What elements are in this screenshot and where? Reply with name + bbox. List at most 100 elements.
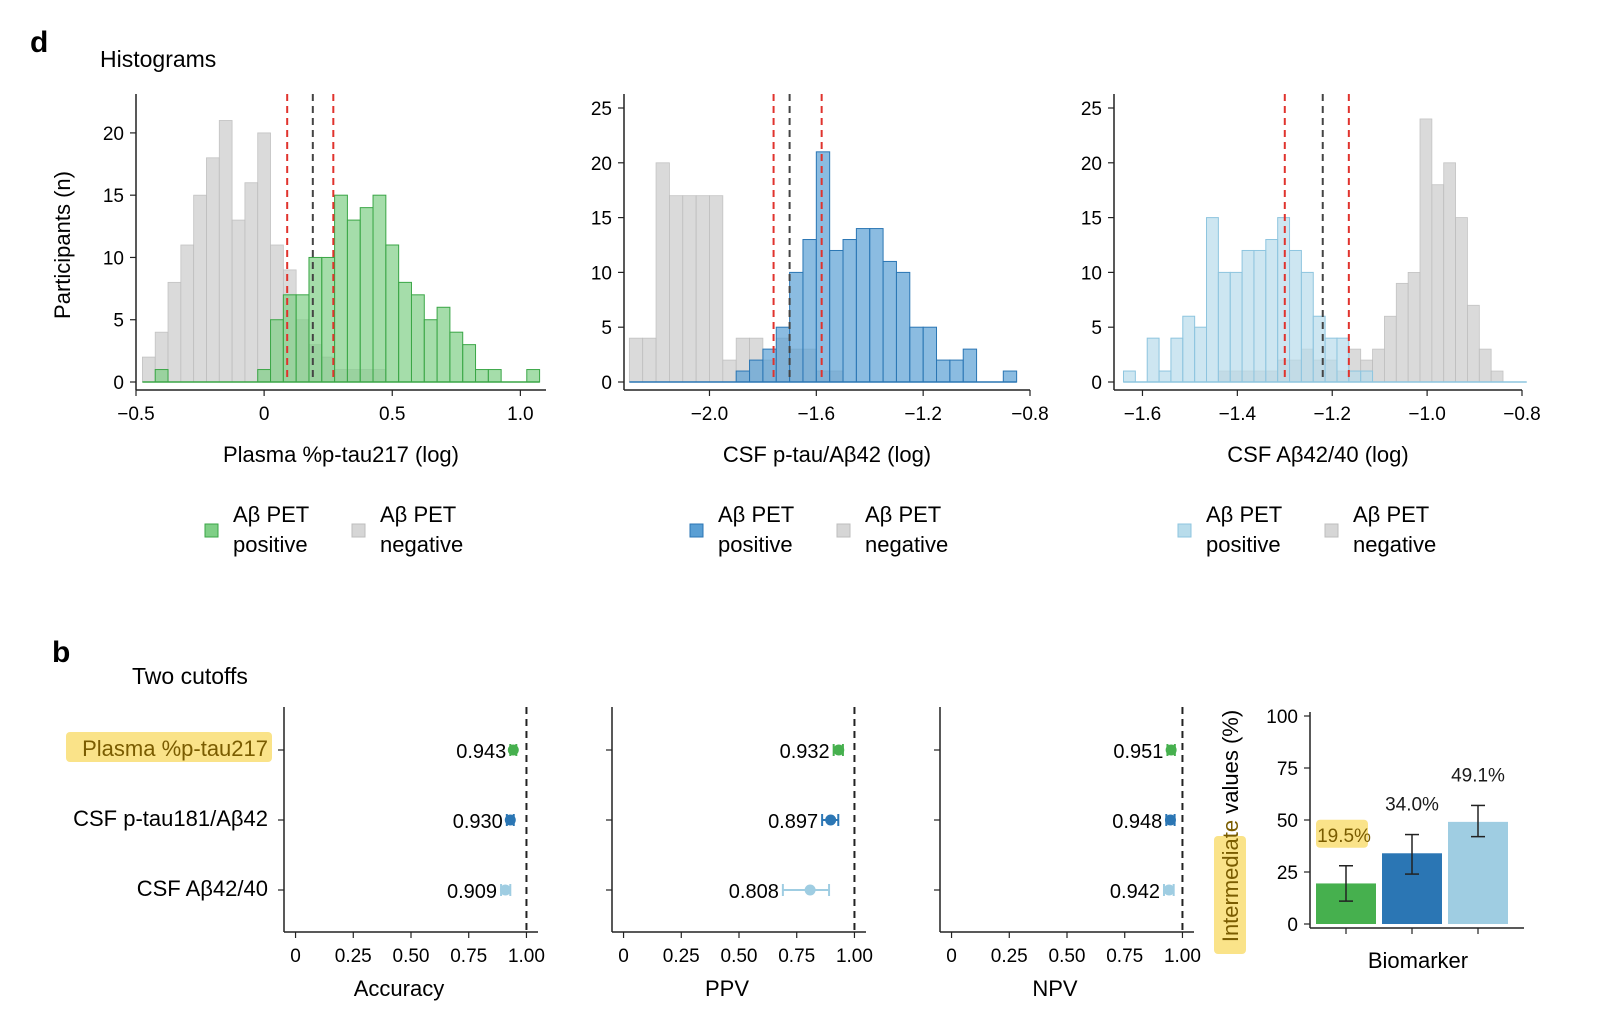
estimate-point xyxy=(499,884,511,896)
x-tick-label: 1.00 xyxy=(836,946,873,967)
legend-label-negative: negative xyxy=(865,532,948,557)
x-tick-label: 0.50 xyxy=(1049,946,1086,967)
hist-bar-positive xyxy=(398,281,412,383)
estimate-point xyxy=(507,744,519,756)
estimate-point xyxy=(825,814,837,826)
hist-bar-positive xyxy=(1241,249,1255,383)
hist-bar-negative xyxy=(682,195,697,383)
hist-bar-positive xyxy=(936,359,951,383)
hist-bar-negative xyxy=(206,157,220,383)
hist-bar-positive xyxy=(1229,271,1243,383)
hist-bar-positive xyxy=(1217,271,1231,383)
hist-bar-positive xyxy=(949,359,964,383)
hist-bar-positive xyxy=(909,326,924,383)
panel-b-title: Two cutoffs xyxy=(132,663,248,689)
hist-bar-positive xyxy=(829,249,844,383)
x-tick-label: 0.25 xyxy=(663,946,700,967)
hist-bar-negative xyxy=(1443,162,1456,383)
x-tick-label: 0.25 xyxy=(991,946,1028,967)
hist-bar-positive xyxy=(815,151,831,383)
forest-npv: 0 0.25 0.50 0.75 1.00 NPV 0.951 0.948 0.942 xyxy=(934,707,1201,1001)
x-tick-label: −0.5 xyxy=(117,404,155,425)
hist-bar-negative xyxy=(142,356,156,383)
x-axis-label: Accuracy xyxy=(354,976,444,1001)
label-highlight xyxy=(1316,819,1368,848)
histogram-csf-ptau: 0 5 10 15 20 25 −2.0 −1.6 −1.2 −0.8 CSF p-tau/Aβ42… xyxy=(591,94,1049,557)
histogram-csf-ab4240: 0 5 10 15 20 25 −1.6 −1.4 −1.2 −1.0 −0.8 CSF Aβ42/4… xyxy=(1081,94,1541,557)
panel-d-title: Histograms xyxy=(100,46,216,72)
y-tick-label: 10 xyxy=(1081,263,1102,284)
legend-swatch-negative xyxy=(836,523,851,538)
x-tick-label: −1.2 xyxy=(904,404,942,425)
x-tick-label: 0.75 xyxy=(778,946,815,967)
x-axis-label: Plasma %p-tau217 (log) xyxy=(223,442,459,467)
y-tick-label: 5 xyxy=(113,311,124,332)
hist-bar-negative xyxy=(628,337,644,383)
x-tick-label: 1.0 xyxy=(507,404,533,425)
legend-label-negative: negative xyxy=(1353,532,1436,557)
hist-bar-negative xyxy=(655,162,670,383)
x-axis-label: Biomarker xyxy=(1368,948,1468,973)
x-axis-label: CSF Aβ42/40 (log) xyxy=(1227,442,1408,467)
hist-bar-positive xyxy=(1265,239,1279,383)
hist-bar-negative xyxy=(1478,348,1492,383)
estimate-label: 0.930 xyxy=(453,811,503,833)
estimate-point xyxy=(833,744,845,756)
legend-swatch-positive xyxy=(204,523,219,538)
x-tick-label: 0.50 xyxy=(393,946,430,967)
hist-bar-positive xyxy=(487,369,502,383)
legend-label-negative: Aβ PET xyxy=(865,502,941,527)
estimate-label: 0.943 xyxy=(456,741,506,763)
x-tick-label: 0.75 xyxy=(450,946,487,967)
x-tick-label: −0.8 xyxy=(1503,404,1541,425)
hist-bar-positive xyxy=(270,319,284,383)
hist-bar-positive xyxy=(295,294,310,383)
y-tick-label: 10 xyxy=(591,263,612,284)
x-tick-label: 1.00 xyxy=(508,946,545,967)
y-tick-label: 15 xyxy=(1081,209,1102,230)
y-tick-label: 10 xyxy=(103,248,124,269)
hist-bar-positive xyxy=(1170,337,1184,383)
legend-label-negative: Aβ PET xyxy=(380,502,456,527)
hist-bar-negative xyxy=(1490,370,1504,383)
histogram-plasma: 0 5 10 15 20 −0.5 0 0.5 1.0 Plasma %p-tau217 (log… xyxy=(103,94,546,557)
biomarker-label-plasma: Plasma %p-tau217 xyxy=(82,736,268,761)
x-tick-label: 0.50 xyxy=(721,946,758,967)
hist-bar-positive xyxy=(895,271,911,383)
estimate-label: 0.932 xyxy=(780,741,830,763)
hist-bar-positive xyxy=(749,359,764,383)
legend-label-positive: Aβ PET xyxy=(233,502,309,527)
hist-bar-negative xyxy=(695,195,710,383)
y-tick-label: 75 xyxy=(1277,759,1298,780)
hist-bar-positive xyxy=(385,244,400,383)
y-tick-label: 0 xyxy=(113,373,124,394)
legend-label-positive: positive xyxy=(718,532,793,557)
hist-bar-positive xyxy=(1182,315,1196,383)
hist-bar-positive xyxy=(359,207,374,383)
hist-bar-positive xyxy=(802,239,817,383)
hist-bar-positive xyxy=(346,219,361,383)
hist-bar-negative xyxy=(1455,217,1468,383)
y-tick-label: 100 xyxy=(1266,707,1298,728)
hist-bar-positive xyxy=(1194,326,1208,383)
y-tick-label: 15 xyxy=(103,186,124,207)
x-axis-label: NPV xyxy=(1032,976,1078,1001)
hist-bar-positive xyxy=(1360,370,1374,383)
hist-bar-positive xyxy=(1146,337,1160,383)
x-tick-label: 0.75 xyxy=(1106,946,1143,967)
hist-bar-positive xyxy=(1253,249,1267,383)
hist-bar-negative xyxy=(1384,315,1397,383)
estimate-label: 0.909 xyxy=(447,881,497,903)
x-tick-label: −1.6 xyxy=(1124,404,1162,425)
hist-bar-negative xyxy=(1407,271,1421,383)
hist-bar-positive xyxy=(282,294,297,383)
x-tick-label: −1.0 xyxy=(1408,404,1446,425)
estimate-label: 0.951 xyxy=(1113,741,1163,763)
hist-bar-positive xyxy=(1300,271,1314,383)
panel-b-label: b xyxy=(52,636,70,669)
y-tick-label: 15 xyxy=(591,209,612,230)
hist-bar-negative xyxy=(709,195,724,383)
legend-label-positive: Aβ PET xyxy=(1206,502,1282,527)
estimate-label: 0.942 xyxy=(1110,881,1160,903)
